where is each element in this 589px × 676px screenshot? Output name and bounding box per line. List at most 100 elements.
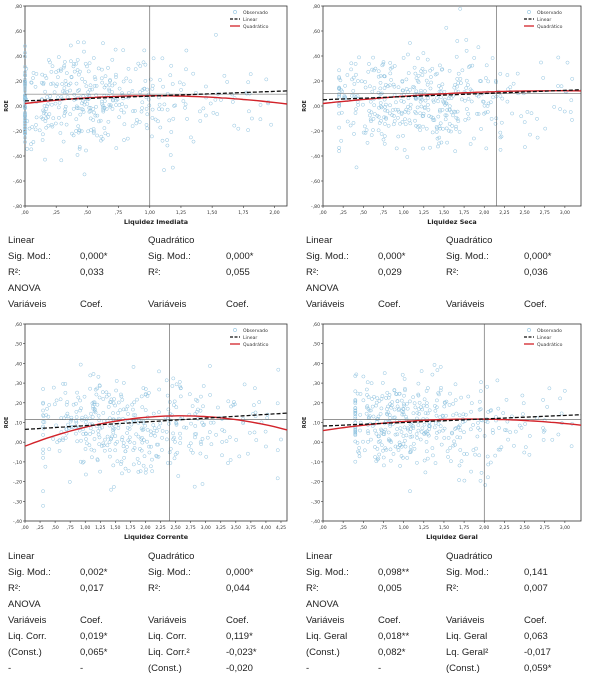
observed-point	[143, 408, 148, 412]
observed-point	[122, 122, 127, 127]
table-cell: 0,119*	[226, 631, 253, 642]
observed-point	[390, 400, 395, 404]
observed-point	[467, 65, 471, 69]
table-cell: Sig. Mod.:	[306, 251, 349, 262]
observed-point	[489, 408, 494, 413]
observed-point	[101, 397, 106, 401]
x-axis-label: Liquidez Imediata	[124, 218, 188, 226]
observed-point	[466, 111, 471, 116]
observed-point	[95, 113, 100, 118]
observed-point	[413, 405, 418, 410]
table-cell: R²:	[306, 583, 319, 594]
observed-point	[84, 441, 89, 446]
observed-point	[181, 82, 186, 87]
observed-point	[71, 64, 76, 69]
observed-point	[405, 406, 410, 411]
observed-point	[421, 146, 425, 151]
observed-point	[160, 429, 165, 433]
observed-point	[59, 121, 64, 126]
observed-point	[338, 78, 343, 83]
x-tick-label: 3,00	[560, 210, 570, 216]
plot-area	[322, 5, 582, 207]
y-tick-label: -,40	[13, 519, 22, 525]
observed-point	[412, 65, 417, 70]
observed-point	[497, 426, 501, 430]
observed-point	[95, 457, 100, 462]
linear-fit-line	[24, 90, 288, 102]
observed-point	[414, 123, 418, 128]
observed-point	[114, 379, 119, 383]
observed-point	[495, 378, 500, 383]
observed-point	[396, 85, 401, 90]
observed-point	[76, 124, 81, 129]
observed-point	[521, 401, 526, 406]
observed-point	[483, 483, 488, 487]
observed-point	[389, 78, 393, 82]
observed-point	[158, 125, 163, 130]
observed-point	[421, 403, 426, 408]
observed-point	[369, 133, 374, 137]
observed-point	[83, 99, 87, 104]
observed-point	[126, 469, 131, 473]
observed-point	[391, 452, 396, 456]
observed-point	[160, 435, 164, 440]
observed-point	[102, 126, 107, 130]
observed-point	[469, 469, 473, 474]
observed-point	[451, 413, 455, 418]
x-tick-label: ,50	[84, 210, 91, 216]
observed-point	[200, 482, 205, 486]
observed-point	[351, 89, 356, 93]
x-tick-label: ,50	[360, 525, 367, 531]
observed-point	[403, 117, 407, 122]
observed-point	[41, 387, 45, 391]
observed-point	[459, 81, 463, 85]
observed-point	[405, 105, 410, 109]
observed-point	[119, 394, 124, 399]
observed-point	[446, 455, 450, 459]
observed-point	[522, 450, 527, 455]
observed-point	[340, 89, 344, 94]
x-axis-label: Liquidez Corrente	[124, 533, 189, 541]
observed-point	[88, 432, 92, 436]
observed-point	[41, 408, 45, 413]
observed-point	[246, 80, 251, 85]
x-tick-label: 2,75	[186, 525, 196, 531]
observed-point	[523, 145, 527, 149]
observed-point	[382, 371, 387, 375]
observed-point	[433, 408, 438, 413]
table-cell: Variáveis	[148, 615, 187, 626]
observed-point	[168, 446, 173, 451]
observed-point	[77, 88, 82, 92]
y-tick-label: ,60	[15, 322, 22, 328]
observed-point	[43, 464, 48, 469]
y-tick-label: -,30	[13, 499, 22, 505]
observed-point	[77, 146, 82, 151]
y-tick-label: ,30	[15, 381, 22, 387]
observed-point	[53, 121, 58, 126]
observed-point	[464, 48, 469, 53]
observed-point	[80, 101, 84, 106]
observed-point	[488, 460, 493, 465]
observed-point	[187, 392, 192, 397]
observed-point	[204, 84, 208, 89]
observed-point	[92, 110, 96, 115]
observed-point	[416, 428, 421, 433]
table-cell: 0,033	[80, 267, 104, 278]
observed-point	[392, 407, 397, 412]
observed-point	[455, 117, 460, 121]
observed-point	[355, 440, 360, 445]
observed-point	[462, 452, 467, 456]
observed-point	[71, 402, 76, 407]
observed-point	[393, 107, 398, 112]
observed-point	[131, 462, 136, 467]
observed-point	[162, 168, 166, 172]
observed-point	[91, 127, 96, 131]
table-cell: 0,000*	[378, 251, 406, 262]
observed-point	[504, 397, 509, 402]
observed-point	[374, 403, 378, 408]
observed-point	[412, 85, 417, 90]
observed-point	[399, 112, 404, 116]
observed-point	[439, 140, 444, 145]
observed-point	[552, 105, 557, 109]
